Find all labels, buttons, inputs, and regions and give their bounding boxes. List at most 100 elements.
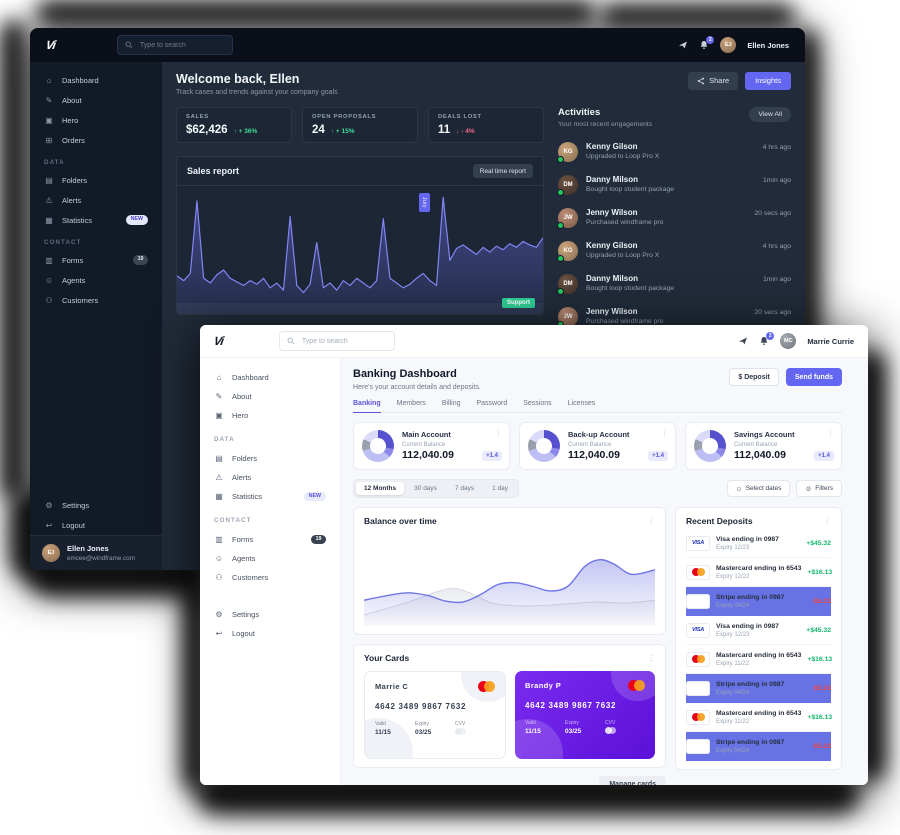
sidebar-item[interactable]: ↩ Logout — [200, 624, 340, 643]
sidebar-item[interactable]: ⚠ Alerts — [30, 190, 162, 210]
sidebar-item[interactable]: ⊞ Orders — [30, 130, 162, 150]
deposit-row[interactable]: VISA stripe Visa ending in 0987 Expiry 1… — [686, 616, 831, 645]
kebab-menu-icon[interactable]: ⋮ — [660, 428, 669, 437]
deposit-row[interactable]: VISA stripe Stripe ending in 0987 Expiry… — [686, 674, 831, 703]
time-range-segment[interactable]: 1 day — [492, 485, 508, 492]
sidebar-item-label: DATA — [214, 436, 235, 443]
insights-button[interactable]: Insights — [745, 72, 791, 90]
send-funds-button[interactable]: Send funds — [785, 368, 842, 386]
kebab-menu-icon[interactable]: ⋮ — [826, 428, 835, 437]
time-range-segment[interactable]: 12 Months — [356, 482, 405, 495]
notifications-bell-icon[interactable]: 2 — [699, 36, 715, 50]
kebab-menu-icon[interactable]: ⋮ — [647, 516, 656, 526]
deposit-row[interactable]: VISA stripe Stripe ending in 0987 Expiry… — [686, 732, 831, 761]
statistics-icon: ▦ — [215, 492, 223, 501]
sidebar-item-label: Alerts — [62, 195, 82, 205]
alerts-icon: ⚠ — [45, 195, 53, 205]
time-range-segment[interactable]: 7 days — [454, 485, 475, 492]
search-input[interactable] — [299, 336, 387, 346]
tab[interactable]: Password — [476, 400, 508, 407]
select-dates-button[interactable]: ⊙ Select dates — [727, 480, 791, 497]
online-status-dot — [557, 156, 564, 163]
sidebar-item-label: Folders — [232, 454, 258, 463]
sidebar-item[interactable]: ▤ Folders — [200, 449, 340, 468]
view-all-button[interactable]: View All — [749, 107, 791, 122]
sidebar-item[interactable]: ⚙ Settings — [30, 495, 162, 515]
activity-item[interactable]: DM Danny Milson Bought loop student pack… — [557, 268, 791, 301]
search-box[interactable] — [116, 35, 233, 55]
sidebar-item[interactable]: ⌂ Dashboard — [200, 368, 340, 387]
account-name: Back-up Account — [568, 430, 630, 439]
cvv-hidden-value — [455, 728, 495, 735]
stat-delta: ↓ - 4% — [456, 128, 475, 135]
sidebar-item[interactable]: ▣ Hero — [200, 406, 340, 425]
account-card: Main Account Current Balance 112,040.09 … — [353, 422, 510, 470]
tab[interactable]: Banking — [353, 400, 381, 413]
sidebar-item-label: Settings — [232, 610, 260, 619]
manage-cards-button[interactable]: Manage cards — [599, 776, 666, 785]
kebab-menu-icon[interactable]: ⋮ — [494, 428, 503, 437]
forms-icon: ▥ — [45, 255, 53, 265]
deposit-button[interactable]: $ Deposit — [729, 368, 779, 386]
search-input[interactable] — [137, 40, 225, 50]
deposit-amount: +$16.13 — [807, 713, 833, 721]
kebab-menu-icon[interactable]: ⋮ — [823, 516, 832, 526]
sidebar-item[interactable]: ↩ Logout — [30, 515, 162, 535]
expiry-label: Expiry — [565, 720, 579, 726]
sidebar-item[interactable]: ⚇ Customers — [30, 290, 162, 310]
share-button[interactable]: Share — [688, 72, 739, 90]
sidebar-item[interactable]: ▦ Statistics NEW — [200, 487, 340, 506]
sidebar-item[interactable]: ▤ Folders — [30, 170, 162, 190]
sidebar-item[interactable]: ☺ Agents — [200, 549, 340, 568]
deposit-amount: -$5.23 — [811, 684, 831, 692]
activity-item[interactable]: DM Danny Milson Bought loop student pack… — [557, 169, 791, 202]
sidebar-item[interactable]: ▦ Statistics NEW — [30, 210, 162, 230]
tab[interactable]: Licenses — [567, 400, 596, 407]
tab[interactable]: Billing — [441, 400, 461, 407]
activity-item[interactable]: KG Kenny Gilson Upgraded to Loop Pro X 4… — [557, 136, 791, 169]
deposit-expiry: Expiry 04/24 — [716, 689, 750, 696]
sidebar-item[interactable]: ✎ About — [30, 90, 162, 110]
send-icon[interactable] — [678, 40, 688, 50]
sidebar-item[interactable]: ☺ Agents — [30, 270, 162, 290]
activity-avatar: KG — [557, 241, 578, 262]
deposit-row[interactable]: VISA stripe Stripe ending in 0987 Expiry… — [686, 587, 831, 616]
agents-icon: ☺ — [44, 275, 54, 285]
sidebar-item[interactable]: ▥ Forms 19 — [30, 250, 162, 270]
sidebar-item[interactable]: ⚇ Customers — [200, 568, 340, 587]
activity-item[interactable]: JW Jenny Wilson Purchased windframe pro … — [557, 202, 791, 235]
deposit-row[interactable]: VISA stripe Mastercard ending in 6543 Ex… — [686, 558, 832, 587]
sidebar-item[interactable]: ▣ Hero — [30, 110, 162, 130]
sidebar-item[interactable]: ⚠ Alerts — [200, 468, 340, 487]
filters-button[interactable]: ⚙ Filters — [796, 480, 842, 497]
sidebar-profile[interactable]: EJ Ellen Jones emcee@windframe.com — [30, 535, 162, 570]
notifications-bell-icon[interactable]: 2 — [759, 332, 775, 346]
activity-item[interactable]: KG Kenny Gilson Upgraded to Loop Pro X 4… — [557, 235, 791, 268]
deposit-row[interactable]: VISA stripe Mastercard ending in 6543 Ex… — [686, 645, 832, 674]
sidebar-item[interactable]: ▥ Forms 19 — [200, 530, 340, 549]
sidebar-item[interactable]: ⌂ Dashboard — [30, 70, 162, 90]
real-time-report-button[interactable]: Real time report — [472, 164, 533, 178]
send-icon[interactable] — [738, 336, 748, 346]
user-avatar[interactable]: MC — [780, 333, 797, 349]
sidebar-item: DATA — [200, 430, 340, 449]
deposit-row[interactable]: VISA stripe Mastercard ending in 6543 Ex… — [686, 703, 833, 732]
user-name: Marrie Currie — [807, 336, 854, 346]
deposit-row[interactable]: VISA stripe Visa ending in 0987 Expiry 1… — [686, 529, 831, 558]
calendar-icon: ⊙ — [736, 485, 742, 493]
user-avatar[interactable]: EJ — [720, 37, 737, 53]
tab[interactable]: Members — [396, 400, 426, 407]
search-box[interactable] — [278, 331, 395, 351]
card-number: 4642 3489 9867 7632 — [375, 702, 467, 711]
sidebar-item[interactable]: ⚙ Settings — [200, 605, 340, 624]
time-range-segmented-control: 12 Months 30 days 7 days 1 day — [353, 479, 519, 498]
sidebar-item[interactable]: ✎ About — [200, 387, 340, 406]
tab[interactable]: Sessions — [523, 400, 552, 407]
card-holder-name: Brandy P — [525, 681, 562, 690]
windframe-logo: Vi — [44, 38, 57, 52]
sidebar-item-label: Agents — [62, 275, 86, 285]
time-range-segment[interactable]: 30 days — [414, 485, 437, 492]
activities-subtitle: Your most recent engagements — [558, 120, 653, 128]
kebab-menu-icon[interactable]: ⋮ — [647, 653, 656, 663]
deposit-expiry: Expiry 11/22 — [716, 660, 749, 667]
